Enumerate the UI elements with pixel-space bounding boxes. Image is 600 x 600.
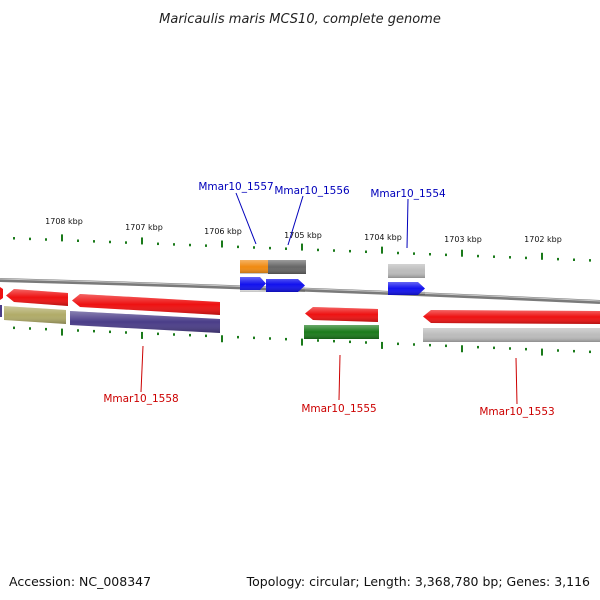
leader-line xyxy=(338,354,341,401)
genome-summary-text: Topology: circular; Length: 3,368,780 bp… xyxy=(246,574,590,589)
leader-line xyxy=(515,357,518,405)
upper-tick-track xyxy=(13,234,591,262)
leader-line xyxy=(235,192,257,245)
leader-line xyxy=(406,198,409,249)
map-title: Maricaulis maris MCS10, complete genome xyxy=(159,12,441,27)
tick-label-1707: 1707 kbp xyxy=(125,223,163,232)
gene-label-mmar10-1556[interactable]: Mmar10_1556 xyxy=(274,185,350,197)
accession-text: Accession: NC_008347 xyxy=(9,574,151,589)
upper-feature-group xyxy=(0,260,425,315)
tick-label-1704: 1704 kbp xyxy=(364,233,402,242)
tick-label-1702: 1702 kbp xyxy=(524,235,562,244)
gene-label-mmar10-1554[interactable]: Mmar10_1554 xyxy=(370,188,446,200)
tick-label-1706: 1706 kbp xyxy=(204,227,242,236)
leader-line xyxy=(287,195,304,246)
tick-label-1705: 1705 kbp xyxy=(284,231,322,240)
tick-label-1703: 1703 kbp xyxy=(444,235,482,244)
leader-line xyxy=(140,345,144,393)
gene-label-mmar10-1557[interactable]: Mmar10_1557 xyxy=(198,181,273,193)
lower-feature-group xyxy=(0,305,600,342)
gene-label-mmar10-1553[interactable]: Mmar10_1553 xyxy=(479,406,554,418)
gene-label-mmar10-1558[interactable]: Mmar10_1558 xyxy=(103,393,178,405)
feature-purple[interactable] xyxy=(0,305,2,317)
tick-label-1708: 1708 kbp xyxy=(45,217,83,226)
gene-arrow-red[interactable] xyxy=(0,287,3,300)
gene-label-mmar10-1555[interactable]: Mmar10_1555 xyxy=(301,403,376,415)
gene-label-group: Mmar10_1557 Mmar10_1556 Mmar10_1554 Mmar… xyxy=(103,181,554,418)
tick-label-group: 1708 kbp 1707 kbp 1706 kbp 1705 kbp 1704… xyxy=(45,217,562,244)
lower-tick-track xyxy=(13,326,591,356)
